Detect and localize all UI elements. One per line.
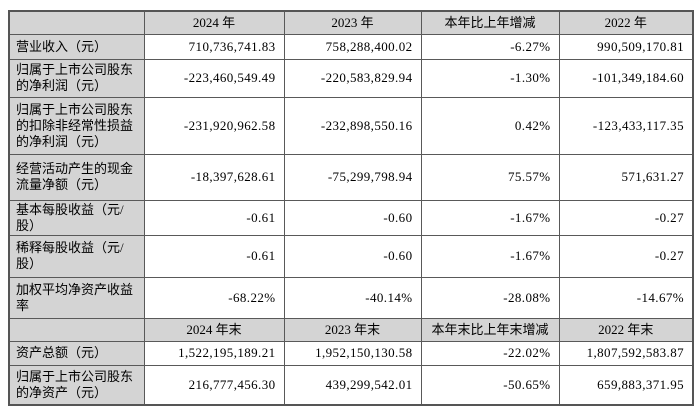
value-2023: -232,898,550.16 [283,96,422,155]
value-2024: -0.61 [143,234,285,278]
value-change: -1.67% [420,234,560,278]
value-change: 75.57% [420,153,560,201]
table-row-diluted-eps: 稀释每股收益（元/股） -0.61 -0.60 -1.67% -0.27 [8,234,694,278]
value-2024: 710,736,741.83 [143,33,285,60]
value-2022: -101,349,184.60 [558,58,694,98]
value-change: -28.08% [420,276,560,319]
value-2022: 1,807,592,583.87 [558,340,694,366]
table-row-operating-cash-flow: 经营活动产生的现金流量净额（元） -18,397,628.61 -75,299,… [8,153,694,201]
value-2022: -0.27 [558,199,694,236]
value-change: -1.30% [420,58,560,98]
value-2022: -123,433,117.35 [558,96,694,155]
row-label: 归属于上市公司股东的扣除非经常性损益的净利润（元） [8,96,145,155]
row-label: 加权平均净资产收益率 [8,276,145,319]
table-row-total-assets: 资产总额（元） 1,522,195,189.21 1,952,150,130.5… [8,340,694,366]
value-2023: 1,952,150,130.58 [283,340,422,366]
table-row-net-assets: 归属于上市公司股东的净资产（元） 216,777,456.30 439,299,… [8,364,694,406]
header-yearend-change: 本年末比上年末增减 [420,317,560,342]
value-2022: 659,883,371.95 [558,364,694,406]
value-2024: 1,522,195,189.21 [143,340,285,366]
value-2024: -0.61 [143,199,285,236]
header-2023-end: 2023 年末 [283,317,422,342]
row-label: 经营活动产生的现金流量净额（元） [8,153,145,201]
header-empty-cell [8,10,145,35]
value-change: -50.65% [420,364,560,406]
value-2023: 439,299,542.01 [283,364,422,406]
table-row-weighted-avg-roe: 加权平均净资产收益率 -68.22% -40.14% -28.08% -14.6… [8,276,694,319]
value-2024: -18,397,628.61 [143,153,285,201]
value-change: -22.02% [420,340,560,366]
table-row-revenue: 营业收入（元） 710,736,741.83 758,288,400.02 -6… [8,33,694,60]
value-2024: -68.22% [143,276,285,319]
header-2024: 2024 年 [143,10,285,35]
value-2024: 216,777,456.30 [143,364,285,406]
period-end-header-row: 2024 年末 2023 年末 本年末比上年末增减 2022 年末 [8,317,694,342]
table-row-net-profit: 归属于上市公司股东的净利润（元） -223,460,549.49 -220,58… [8,58,694,98]
row-label: 基本每股收益（元/股） [8,199,145,236]
row-label: 稀释每股收益（元/股） [8,234,145,278]
value-change: 0.42% [420,96,560,155]
table-row-net-profit-excl-nonrecurring: 归属于上市公司股东的扣除非经常性损益的净利润（元） -231,920,962.5… [8,96,694,155]
value-2023: -220,583,829.94 [283,58,422,98]
value-2023: 758,288,400.02 [283,33,422,60]
row-label: 营业收入（元） [8,33,145,60]
row-label: 资产总额（元） [8,340,145,366]
header-2022: 2022 年 [558,10,694,35]
value-2022: 990,509,170.81 [558,33,694,60]
period-header-row: 2024 年 2023 年 本年比上年增减 2022 年 [8,10,694,35]
header-empty-cell [8,317,145,342]
value-2023: -40.14% [283,276,422,319]
value-2022: -14.67% [558,276,694,319]
value-2023: -75,299,798.94 [283,153,422,201]
row-label: 归属于上市公司股东的净资产（元） [8,364,145,406]
header-2022-end: 2022 年末 [558,317,694,342]
value-2022: 571,631.27 [558,153,694,201]
value-2024: -223,460,549.49 [143,58,285,98]
table-row-basic-eps: 基本每股收益（元/股） -0.61 -0.60 -1.67% -0.27 [8,199,694,236]
header-2024-end: 2024 年末 [143,317,285,342]
header-yoy-change: 本年比上年增减 [420,10,560,35]
value-2023: -0.60 [283,199,422,236]
row-label: 归属于上市公司股东的净利润（元） [8,58,145,98]
value-2024: -231,920,962.58 [143,96,285,155]
financial-summary-table: 2024 年 2023 年 本年比上年增减 2022 年 营业收入（元） 710… [8,10,694,406]
header-2023: 2023 年 [283,10,422,35]
value-2022: -0.27 [558,234,694,278]
value-change: -1.67% [420,199,560,236]
value-change: -6.27% [420,33,560,60]
value-2023: -0.60 [283,234,422,278]
